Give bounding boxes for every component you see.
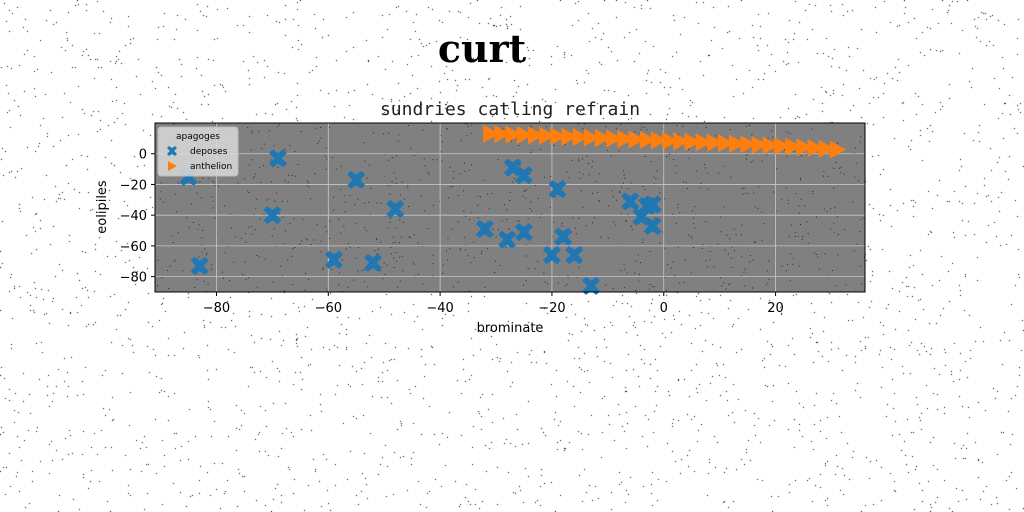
x-tick-label: 0 [660, 301, 668, 316]
data-point [483, 124, 500, 143]
y-axis: 0 −20 −40 −60 −80 [120, 148, 155, 286]
data-point [695, 133, 712, 152]
plot-frame [154, 122, 866, 293]
data-point [639, 130, 656, 149]
data-point [505, 125, 522, 144]
data-point [762, 136, 779, 155]
data-point [729, 134, 746, 153]
data-point [673, 132, 690, 151]
data-point [773, 137, 791, 156]
data-point [706, 133, 724, 152]
data-point [539, 126, 556, 145]
x-tick-label: −40 [426, 301, 453, 316]
data-point [829, 140, 847, 159]
y-tick-label: 0 [139, 148, 147, 163]
data-point [190, 256, 209, 275]
data-point [514, 166, 533, 185]
y-tick-label: −40 [120, 209, 147, 224]
data-point [572, 128, 589, 147]
data-point [785, 137, 802, 156]
data-point [324, 250, 343, 269]
x-tick-label: 20 [767, 301, 784, 316]
x-axis-label: brominate [477, 321, 544, 336]
legend-label: anthelion [190, 162, 232, 172]
data-point [527, 126, 545, 145]
legend-title: apagoges [176, 132, 220, 142]
series-anthelion [483, 124, 847, 159]
data-point [751, 135, 768, 154]
data-point [514, 223, 533, 242]
figure-title: curt [437, 26, 527, 71]
data-point [475, 220, 494, 239]
x-tick-label: −20 [538, 301, 565, 316]
data-point [268, 149, 287, 168]
data-point [796, 138, 813, 157]
x-tick-label: −80 [203, 301, 230, 316]
data-point [643, 195, 662, 214]
data-point [263, 206, 282, 225]
data-point [386, 200, 405, 219]
data-point [662, 131, 679, 150]
legend-entry: anthelion [168, 161, 232, 172]
data-point [718, 134, 735, 153]
data-point [347, 170, 366, 189]
data-point [561, 127, 578, 146]
data-point [818, 139, 835, 158]
data-point [617, 129, 634, 148]
x-tick-label: −60 [315, 301, 342, 316]
data-point [554, 227, 573, 246]
legend-box [157, 126, 239, 177]
legend-entry: deposes [167, 146, 228, 157]
x-axis: −80 −60 −40 −20 0 20 [203, 292, 784, 316]
legend-label: deposes [190, 147, 228, 157]
series-layer [179, 124, 847, 295]
data-point [583, 128, 601, 147]
data-point [643, 216, 662, 235]
y-tick-label: −80 [120, 271, 147, 286]
data-point [650, 131, 668, 150]
data-point [494, 125, 511, 144]
data-point [621, 192, 640, 211]
data-point [606, 129, 623, 148]
y-tick-label: −20 [120, 178, 147, 193]
legend: apagoges deposes anthelion [157, 126, 239, 177]
data-point [807, 139, 824, 158]
legend-marker [168, 161, 177, 171]
data-point [582, 276, 601, 295]
series-deposes [179, 149, 662, 295]
y-axis-label: eolipiles [95, 180, 110, 234]
data-point [740, 135, 757, 154]
y-tick-label: −60 [120, 240, 147, 255]
data-point [565, 246, 584, 265]
legend-marker [167, 146, 177, 156]
data-point [550, 127, 567, 146]
data-point [364, 253, 383, 272]
data-point [548, 180, 567, 199]
data-point [595, 129, 612, 148]
data-point [684, 132, 701, 151]
data-point [542, 246, 561, 265]
chart-title: sundries catling refrain [380, 99, 640, 120]
grid-lines [155, 123, 865, 292]
data-point [516, 125, 533, 144]
data-point [498, 230, 517, 249]
data-point [628, 130, 645, 149]
